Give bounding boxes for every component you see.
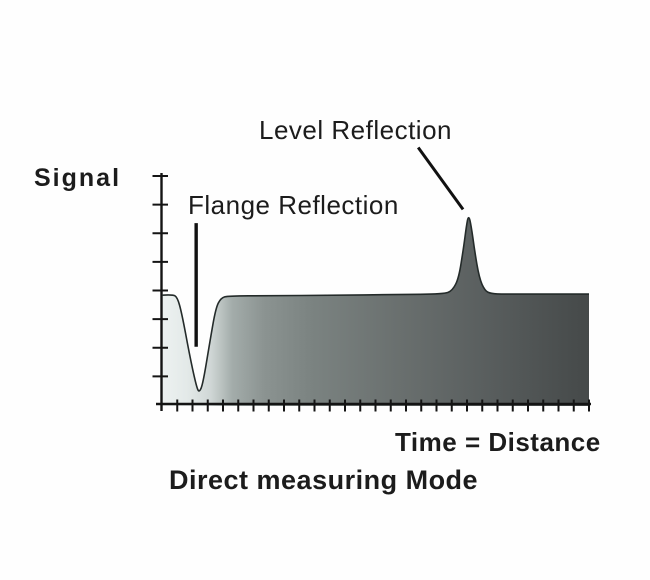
signal-area-fill <box>162 217 589 406</box>
y-axis-ticks <box>152 175 168 378</box>
x-axis-ticks <box>176 399 590 412</box>
annotation-label-flange-reflection: Flange Reflection <box>188 190 399 220</box>
x-axis-label: Time = Distance <box>395 427 601 457</box>
y-axis-label: Signal <box>34 164 122 192</box>
leader-line-level-reflection <box>416 146 465 211</box>
annotation-label-level-reflection: Level Reflection <box>259 115 452 145</box>
signal-curve-outline <box>161 216 589 392</box>
figure-caption: Direct measuring Mode <box>169 465 479 495</box>
